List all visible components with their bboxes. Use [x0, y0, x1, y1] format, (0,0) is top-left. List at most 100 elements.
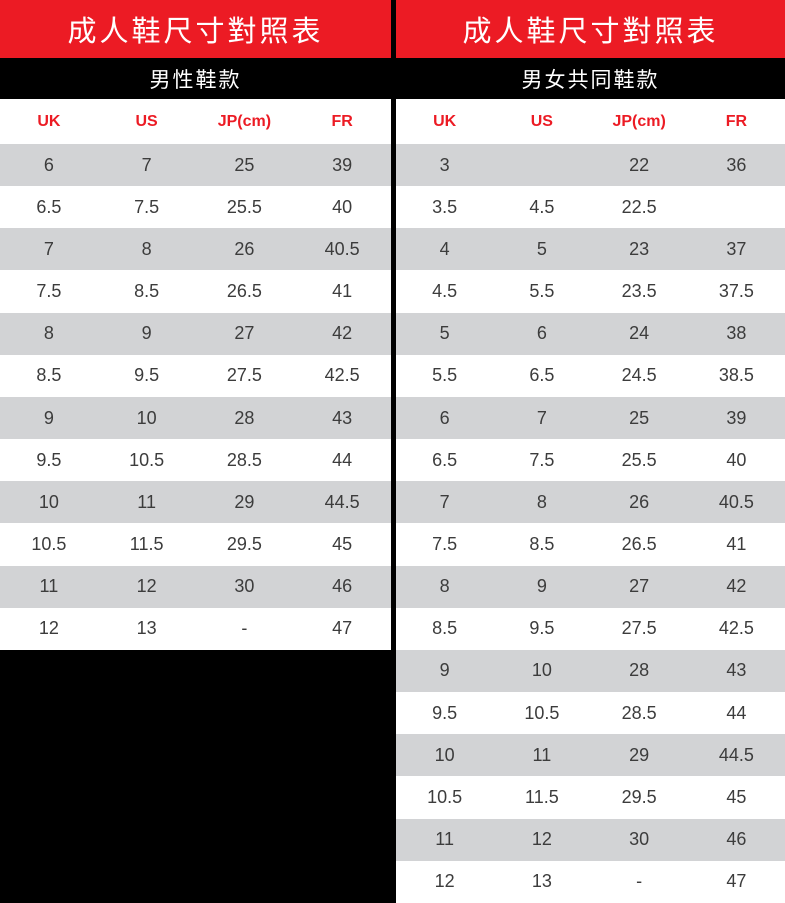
unisex-column-headers: UK US JP(cm) FR	[396, 99, 785, 144]
size-cell: 6	[439, 407, 450, 428]
size-cell: 24	[629, 323, 650, 344]
size-cell: 9	[439, 660, 450, 681]
size-cell: 27.5	[621, 618, 657, 639]
table-row: 10.5 11.5 29.5 45	[0, 523, 391, 566]
table-row: 7 8 26 40.5	[396, 481, 785, 524]
size-cell: 4.5	[432, 281, 458, 302]
size-cell: 40.5	[324, 238, 360, 259]
mens-size-table-panel: 成人鞋尺寸對照表 男性鞋款 UK US JP(cm) FR 6 7 25 39 6.5 7…	[0, 0, 391, 903]
size-cell: 9	[536, 576, 547, 597]
size-cell: 41	[726, 533, 747, 554]
size-cell: 9.5	[134, 365, 160, 386]
size-cell: 13	[136, 618, 157, 639]
size-cell: 40	[726, 449, 747, 470]
size-cell: 30	[629, 829, 650, 850]
size-cell: 8	[43, 323, 54, 344]
size-cell: 27	[629, 576, 650, 597]
table-row: 4 5 23 37	[396, 228, 785, 271]
size-cell: 9	[141, 323, 152, 344]
table-row: 5.5 6.5 24.5 38.5	[396, 354, 785, 397]
size-cell: 29.5	[621, 786, 657, 807]
size-cell: 10	[531, 660, 552, 681]
column-header-jp: JP(cm)	[217, 112, 272, 130]
size-cell: 43	[332, 407, 353, 428]
column-header-jp: JP(cm)	[612, 112, 666, 130]
size-cell: 11	[39, 576, 59, 597]
size-cell: 45	[726, 786, 747, 807]
size-cell: 8.5	[529, 533, 555, 554]
size-cell: 10.5	[129, 449, 165, 470]
column-header-fr: FR	[725, 112, 748, 130]
size-cell: 9.5	[529, 618, 555, 639]
size-cell: 12	[434, 871, 455, 892]
size-cell: 8	[141, 238, 152, 259]
column-header-uk: UK	[37, 112, 61, 130]
table-row: 10.5 11.5 29.5 45	[396, 776, 785, 819]
size-cell: 40	[332, 196, 353, 217]
column-header-us: US	[530, 112, 553, 130]
size-cell: 7	[439, 491, 450, 512]
size-cell: 10	[136, 407, 157, 428]
size-cell: 6.5	[432, 449, 458, 470]
size-cell: 9.5	[432, 702, 458, 723]
size-cell: 12	[531, 829, 552, 850]
size-cell: 7	[141, 154, 152, 175]
size-cell: 39	[726, 407, 747, 428]
size-cell: 10.5	[524, 702, 560, 723]
size-cell: 37.5	[718, 281, 754, 302]
size-cell: 28	[234, 407, 255, 428]
size-cell: 8.5	[36, 365, 62, 386]
mens-table-title: 成人鞋尺寸對照表	[0, 0, 391, 58]
unisex-table-title: 成人鞋尺寸對照表	[396, 0, 785, 58]
size-cell: 47	[332, 618, 353, 639]
size-cell: 12	[136, 576, 157, 597]
size-cell: 27	[234, 323, 255, 344]
size-cell: 6	[43, 154, 54, 175]
size-cell: 25	[629, 407, 650, 428]
table-row: 4.5 5.5 23.5 37.5	[396, 270, 785, 313]
size-cell: 4.5	[529, 196, 555, 217]
size-cell: 27.5	[226, 365, 262, 386]
size-cell: 38.5	[718, 365, 754, 386]
size-cell: 44.5	[324, 491, 360, 512]
table-row: 11 12 30 46	[0, 565, 391, 608]
table-row: 6 7 25 39	[0, 144, 391, 187]
table-row: 12 13 - 47	[0, 607, 391, 650]
size-cell: 5	[536, 238, 547, 259]
size-cell: 23	[629, 238, 650, 259]
size-cell: 44	[726, 702, 747, 723]
table-row: 6.5 7.5 25.5 40	[396, 439, 785, 482]
size-cell: 38	[726, 323, 747, 344]
mens-table-subtitle: 男性鞋款	[0, 58, 391, 99]
size-cell: 11.5	[525, 786, 559, 807]
size-cell: 28.5	[621, 702, 657, 723]
size-cell: 43	[726, 660, 747, 681]
size-cell: 25.5	[226, 196, 262, 217]
table-row: 8.5 9.5 27.5 42.5	[396, 607, 785, 650]
size-cell: 10.5	[427, 786, 463, 807]
table-row: 3.5 4.5 22.5	[396, 186, 785, 229]
size-cell: 25.5	[621, 449, 657, 470]
size-cell: 25	[234, 154, 255, 175]
size-cell: 29	[234, 491, 255, 512]
size-cell: 5	[439, 323, 450, 344]
table-row: 7 8 26 40.5	[0, 228, 391, 271]
size-cell: 29.5	[226, 533, 262, 554]
size-cell: 36	[726, 154, 747, 175]
size-cell: 7.5	[134, 196, 160, 217]
size-cell: 12	[38, 618, 59, 639]
table-row: 8.5 9.5 27.5 42.5	[0, 354, 391, 397]
table-row: 3 22 36	[396, 144, 785, 187]
size-cell: 7.5	[36, 281, 62, 302]
size-cell: 6.5	[529, 365, 555, 386]
table-row: 8 9 27 42	[0, 312, 391, 355]
size-cell: 11	[435, 829, 454, 850]
size-cell: 3	[439, 154, 450, 175]
table-row: 11 12 30 46	[396, 818, 785, 861]
table-row: 12 13 - 47	[396, 860, 785, 903]
size-cell: 30	[234, 576, 255, 597]
size-cell: 22.5	[621, 196, 657, 217]
size-cell: 11	[137, 491, 156, 512]
size-cell: 28	[629, 660, 650, 681]
